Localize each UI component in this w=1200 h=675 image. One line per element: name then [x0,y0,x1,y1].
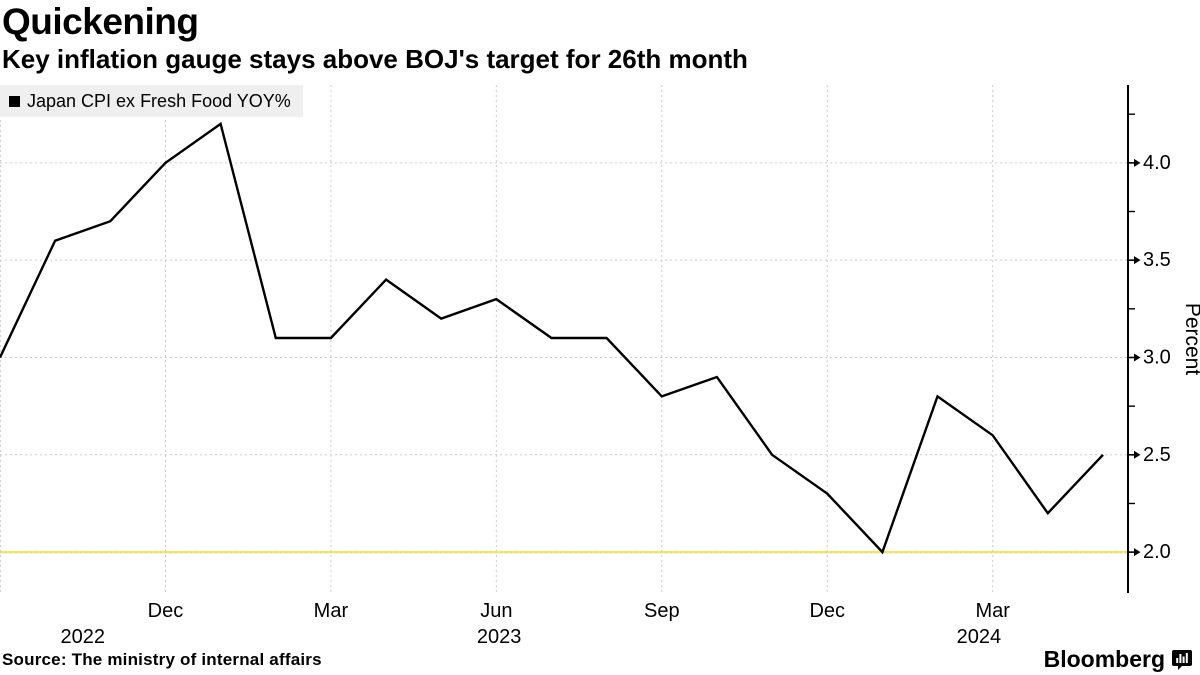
source-note: Source: The ministry of internal affairs [2,650,322,669]
x-axis-year-label: 2022 [60,626,105,648]
y-axis-tick-arrow-icon [1134,158,1141,167]
cpi-line-chart: 2.0 2.5 3.0 3.5 4.0 Dec Mar Jun Sep Dec Mar 2022 202… [0,85,1200,648]
page-title: Quickening [2,1,199,42]
y-axis-tick-label: 2.0 [1143,541,1171,563]
x-axis-year-label: 2023 [477,626,522,648]
x-axis-month-label: Jun [480,600,512,622]
y-axis-tick-arrow-icon [1134,450,1141,459]
y-axis-tick-arrow-icon [1134,256,1141,265]
bloomberg-wordmark: Bloomberg [1043,646,1165,672]
cpi-series-line [0,121,1104,555]
legend: Japan CPI ex Fresh Food YOY% [0,85,303,117]
x-axis-month-label: Dec [809,600,845,622]
x-axis-month-label: Mar [975,600,1010,622]
black-square-series-marker-icon [9,95,20,107]
legend-label: Japan CPI ex Fresh Food YOY% [27,90,291,111]
x-axis-month-label: Mar [314,600,349,622]
y-axis-tick-label: 3.0 [1143,346,1171,368]
y-axis-tick-label: 4.0 [1143,152,1171,174]
x-axis-month-label: Sep [644,600,680,622]
y-axis-title: Percent [1181,303,1200,376]
y-axis-tick-arrow-icon [1134,353,1141,362]
page-subtitle: Key inflation gauge stays above BOJ's ta… [2,44,748,74]
y-axis-tick-label: 3.5 [1143,249,1171,271]
y-axis-tick-arrow-icon [1134,548,1141,557]
x-axis-year-label: 2024 [957,626,1002,648]
bloomberg-brand: Bloomberg [1044,646,1193,673]
x-axis-month-label: Dec [148,600,184,622]
y-axis-tick-label: 2.5 [1143,444,1171,466]
bloomberg-bar-chart-bubble-icon [1172,649,1192,670]
